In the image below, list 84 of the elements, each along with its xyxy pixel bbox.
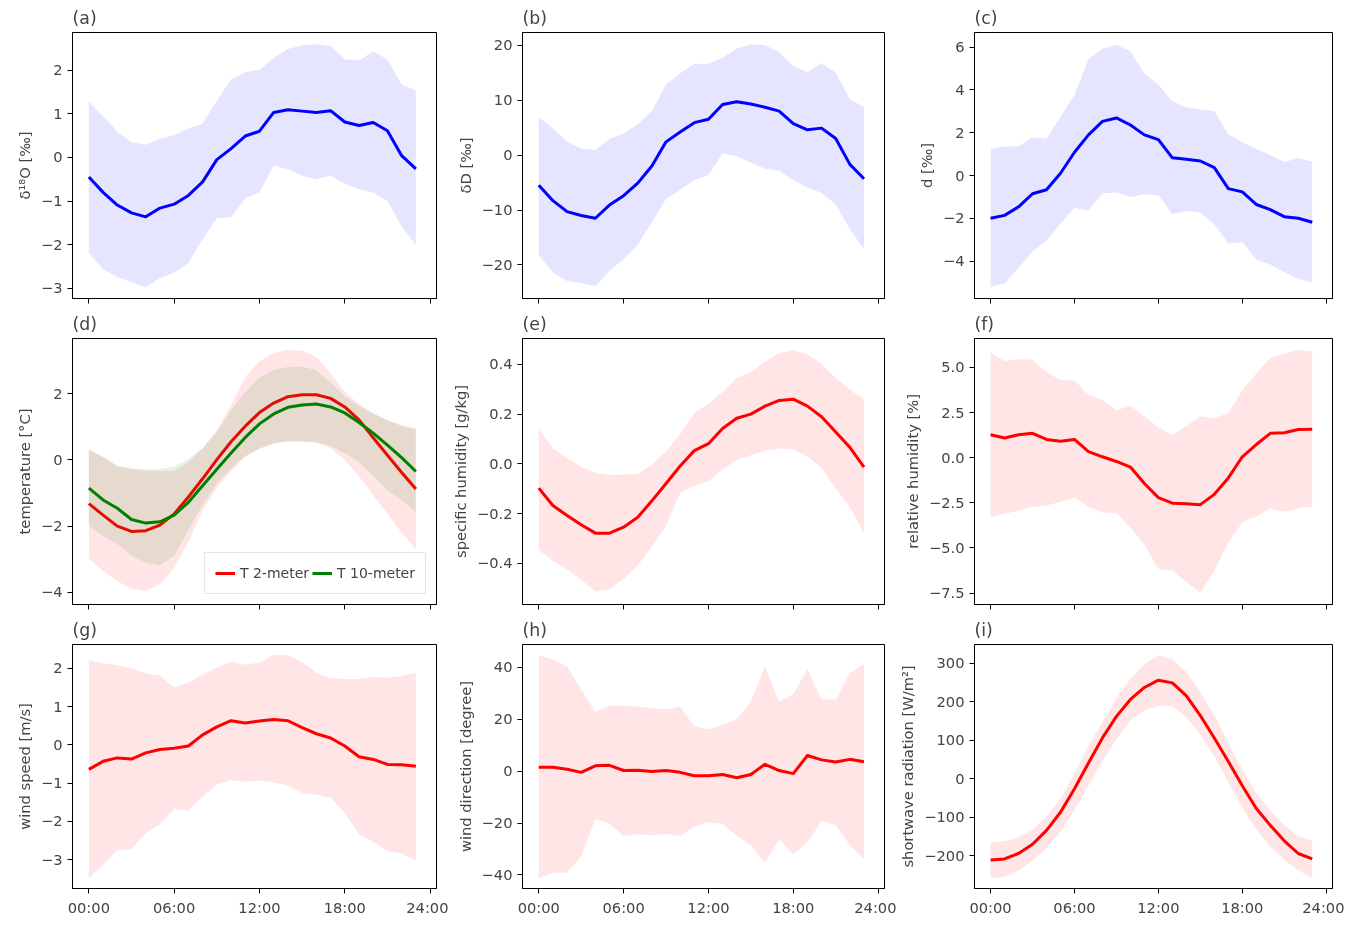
x-tick-label: 00:00 bbox=[67, 898, 110, 916]
chart-title: (c) bbox=[974, 7, 998, 28]
y-tick-label: −3 bbox=[40, 850, 63, 868]
y-axis-title: shortwave radiation [W/m²] bbox=[899, 665, 917, 868]
y-tick-label: 1 bbox=[53, 697, 63, 715]
y-tick-label: −4 bbox=[40, 583, 63, 601]
y-tick-label: −0.2 bbox=[476, 504, 513, 522]
x-tick-label: 24:00 bbox=[1302, 898, 1345, 916]
y-tick-label: 20 bbox=[493, 36, 513, 54]
y-axis-title: d [‰] bbox=[917, 142, 935, 189]
y-tick-label: 0 bbox=[53, 148, 63, 166]
y-tick-label: 0.4 bbox=[489, 355, 513, 373]
x-tick-label: 12:00 bbox=[687, 898, 730, 916]
y-tick-label: −100 bbox=[924, 808, 965, 826]
y-tick-label: 0 bbox=[53, 450, 63, 468]
y-tick-label: 0 bbox=[503, 146, 513, 164]
y-axis-title: specific humidity [g/kg] bbox=[451, 385, 469, 558]
y-axis-title: δD [‰] bbox=[456, 137, 474, 194]
y-tick-label: −1 bbox=[40, 192, 63, 210]
y-tick-label: 0.0 bbox=[489, 454, 513, 472]
y-tick-label: 0 bbox=[955, 769, 965, 787]
x-tick-label: 06:00 bbox=[153, 898, 196, 916]
y-tick-label: 2 bbox=[955, 123, 965, 141]
x-tick-label: 12:00 bbox=[1137, 898, 1180, 916]
y-tick-label: 20 bbox=[493, 710, 513, 728]
y-tick-label: −10 bbox=[481, 201, 513, 219]
x-tick-label: 18:00 bbox=[1221, 898, 1264, 916]
chart-title: (b) bbox=[522, 7, 548, 28]
x-tick-label: 18:00 bbox=[323, 898, 366, 916]
y-tick-label: −0.4 bbox=[476, 554, 513, 572]
x-tick-label: 00:00 bbox=[969, 898, 1012, 916]
y-tick-label: −2 bbox=[40, 235, 63, 253]
y-tick-label: 0 bbox=[955, 166, 965, 184]
y-tick-label: 0.2 bbox=[489, 405, 513, 423]
x-tick-label: 24:00 bbox=[854, 898, 897, 916]
y-tick-label: 0.0 bbox=[941, 448, 965, 466]
y-tick-label: 10 bbox=[493, 91, 513, 109]
y-tick-label: 6 bbox=[955, 38, 965, 56]
chart-title: (a) bbox=[72, 7, 97, 28]
y-tick-label: 2 bbox=[53, 61, 63, 79]
y-axis-title: relative humidity [%] bbox=[903, 394, 921, 549]
y-tick-label: 0 bbox=[53, 735, 63, 753]
y-axis-title: wind direction [degree] bbox=[456, 681, 474, 852]
y-tick-label: −5.0 bbox=[928, 538, 965, 556]
y-tick-label: 0 bbox=[503, 762, 513, 780]
y-tick-label: −1 bbox=[40, 774, 63, 792]
y-tick-label: 2.5 bbox=[941, 403, 965, 421]
y-tick-label: 200 bbox=[936, 692, 965, 710]
y-tick-label: −2 bbox=[40, 517, 63, 535]
x-tick-label: 00:00 bbox=[517, 898, 560, 916]
y-tick-label: 4 bbox=[955, 80, 965, 98]
y-tick-label: −3 bbox=[40, 279, 63, 297]
x-tick-label: 12:00 bbox=[238, 898, 281, 916]
y-tick-label: −20 bbox=[481, 255, 513, 273]
legend-label: T 2-meter bbox=[239, 565, 310, 581]
x-tick-label: 06:00 bbox=[602, 898, 645, 916]
x-tick-label: 06:00 bbox=[1053, 898, 1096, 916]
y-tick-label: 2 bbox=[53, 384, 63, 402]
chart-title: (e) bbox=[522, 313, 547, 334]
y-axis-title: temperature [°C] bbox=[15, 408, 33, 535]
x-tick-label: 18:00 bbox=[772, 898, 815, 916]
y-tick-label: −2 bbox=[40, 812, 63, 830]
chart-title: (f) bbox=[974, 313, 995, 334]
y-tick-label: 1 bbox=[53, 104, 63, 122]
chart-title: (h) bbox=[522, 619, 548, 640]
y-tick-label: −2 bbox=[942, 209, 965, 227]
y-tick-label: −2.5 bbox=[928, 493, 965, 511]
x-tick-label: 24:00 bbox=[406, 898, 449, 916]
chart-title: (d) bbox=[72, 313, 98, 334]
y-tick-label: −20 bbox=[481, 814, 513, 832]
y-tick-label: 300 bbox=[936, 654, 965, 672]
y-tick-label: −200 bbox=[924, 846, 965, 864]
y-tick-label: −40 bbox=[481, 865, 513, 883]
legend-label: T 10-meter bbox=[337, 565, 415, 581]
y-tick-label: 100 bbox=[936, 731, 965, 749]
y-axis-title: wind speed [m/s] bbox=[15, 703, 33, 830]
chart-title: (i) bbox=[974, 619, 993, 640]
chart-title: (g) bbox=[72, 619, 98, 640]
y-tick-label: 5.0 bbox=[941, 358, 965, 376]
y-tick-label: 2 bbox=[53, 659, 63, 677]
y-tick-label: −4 bbox=[942, 252, 965, 270]
y-axis-title: δ¹⁸O [‰] bbox=[15, 131, 33, 200]
y-tick-label: −7.5 bbox=[928, 584, 965, 602]
y-tick-label: 40 bbox=[493, 658, 513, 676]
